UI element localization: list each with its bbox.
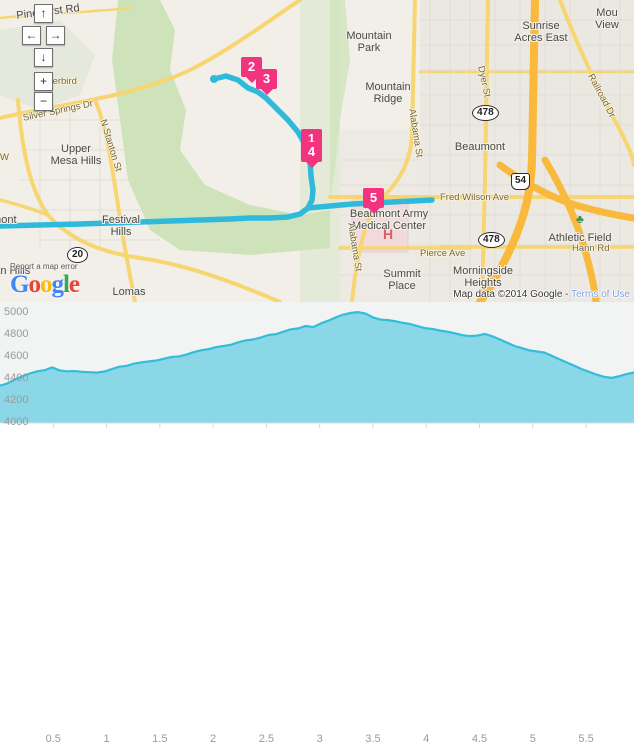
logo-letter-1: G <box>10 271 29 298</box>
attribution-text: Map data ©2014 Google - <box>453 289 572 300</box>
route-shield: 20 <box>67 247 89 263</box>
x-axis-tick-label: 5 <box>529 733 536 745</box>
marker-tip <box>260 89 273 95</box>
route-shield: 54 <box>511 173 531 190</box>
x-axis-tick-label: 0.5 <box>45 733 61 745</box>
pan-right-button[interactable]: → <box>46 26 65 45</box>
marker-label: 5 <box>363 188 384 208</box>
logo-letter-6: e <box>68 271 80 298</box>
elevation-line <box>0 311 634 387</box>
marker-label: 3 <box>256 69 277 89</box>
x-axis-tick-label: 4.5 <box>471 733 488 745</box>
map-road-label: Fred Wilson Ave <box>440 192 509 203</box>
elevation-area <box>0 312 634 423</box>
x-axis-tick-label: 3 <box>316 733 323 745</box>
pan-up-button[interactable]: ↑ <box>34 4 53 23</box>
map-marker-5[interactable]: 5 <box>363 188 384 214</box>
y-axis-tick-label: 4400 <box>4 372 29 384</box>
logo-letter-3: o <box>39 271 52 298</box>
zoom-in-button[interactable]: + <box>34 72 53 91</box>
x-axis-tick-label: 1.5 <box>152 733 168 745</box>
marker-tip <box>367 208 380 214</box>
x-axis-tick-label: 4 <box>423 733 430 745</box>
map-pan-zoom-controls[interactable]: ↑ ← → ↓ + − <box>22 4 66 111</box>
tree-icon: ♣ <box>576 212 584 226</box>
y-axis-tick-label: 4600 <box>4 350 29 362</box>
y-axis-tick-label: 4200 <box>4 394 29 406</box>
logo-letter-5: l <box>62 271 70 298</box>
x-axis-tick-marks <box>52 423 587 428</box>
route-shield: 478 <box>472 105 499 121</box>
report-map-error-link[interactable]: Report a map error <box>10 262 78 271</box>
hospital-icon: H <box>383 226 394 242</box>
marker-tip <box>245 77 258 83</box>
y-axis-tick-label: 5000 <box>4 306 29 318</box>
x-axis-tick-label: 1 <box>103 733 110 745</box>
elevation-chart-panel[interactable]: 5000 4800 4600 4400 4200 4000 0.5 1 1.5 2 2.5 3 3.5… <box>0 302 634 745</box>
map-road-label: nderbird <box>42 76 77 87</box>
google-logo: Google <box>10 271 80 299</box>
pan-left-button[interactable]: ← <box>22 26 41 45</box>
zoom-out-button[interactable]: − <box>34 92 53 111</box>
logo-letter-2: o <box>28 271 40 298</box>
map-marker-3[interactable]: 3 <box>256 69 277 95</box>
x-axis-tick-label: 2.5 <box>258 733 275 745</box>
x-axis-tick-label: 2 <box>210 733 217 745</box>
map-marker-4[interactable]: 4 <box>301 142 322 168</box>
map-road-label: W <box>0 152 9 163</box>
x-axis-tick-label: 3.5 <box>365 733 381 745</box>
pan-down-button[interactable]: ↓ <box>34 48 53 67</box>
elevation-chart[interactable] <box>0 302 634 453</box>
map-attribution: Map data ©2014 Google - Terms of Use <box>453 289 630 300</box>
logo-letter-4: g <box>51 271 63 298</box>
x-axis-tick-label: 5.5 <box>578 733 594 745</box>
map-road-label: Hann Rd <box>572 243 610 254</box>
y-axis-tick-label: 4000 <box>4 416 29 428</box>
y-axis-tick-label: 4800 <box>4 328 29 340</box>
map-road-label: Pierce Ave <box>420 248 466 259</box>
terms-of-use-link[interactable]: Terms of Use <box>571 289 630 300</box>
route-shield: 478 <box>478 232 505 248</box>
marker-tip <box>305 162 318 168</box>
marker-label: 4 <box>301 142 322 162</box>
